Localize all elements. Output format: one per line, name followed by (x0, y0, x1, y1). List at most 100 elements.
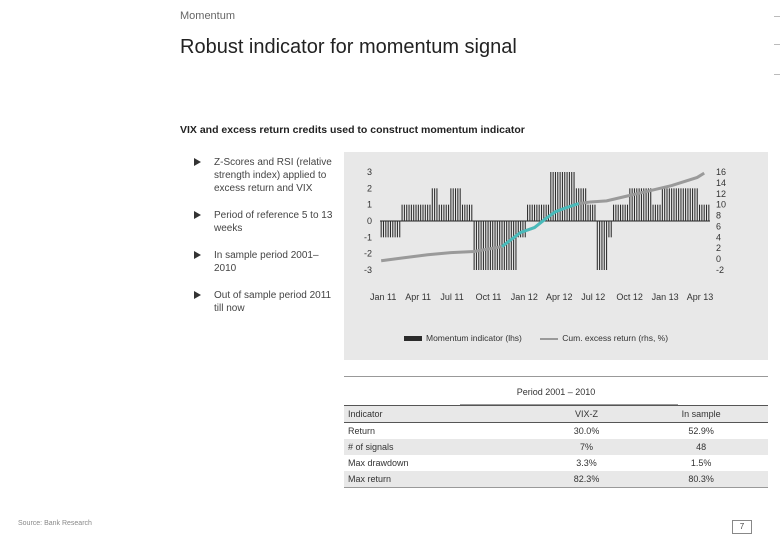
table-row: # of signals 7% 48 (344, 439, 768, 455)
momentum-bar (596, 221, 598, 270)
table-row: Max drawdown 3.3% 1.5% (344, 455, 768, 471)
momentum-bar (645, 188, 647, 221)
x-axis-tick-label: Jan 12 (511, 292, 538, 302)
legend-item-bars: Momentum indicator (lhs) (404, 333, 524, 343)
section-label: Momentum (180, 10, 236, 22)
momentum-bar (538, 204, 540, 221)
momentum-bar (494, 221, 496, 270)
table-cell: 30.0% (573, 426, 600, 436)
period-header-text: Period 2001 – 2010 (516, 387, 596, 397)
momentum-bar (631, 188, 633, 221)
bullet-item: Z-Scores and RSI (relative strength inde… (180, 156, 335, 195)
momentum-bar (478, 221, 480, 270)
momentum-bar (540, 204, 543, 221)
table-cell: 3.3% (576, 458, 597, 468)
bullet-text: Out of sample period 2011 till now (214, 290, 332, 314)
right-axis-tick-label: 2 (716, 243, 721, 253)
momentum-bar (543, 204, 545, 221)
momentum-bar (380, 221, 382, 238)
momentum-bar (573, 172, 575, 221)
momentum-bar (608, 221, 610, 238)
bullet-item: Out of sample period 2011 till now (180, 289, 335, 315)
momentum-bar (664, 188, 666, 221)
momentum-bar (455, 188, 457, 221)
table-cell: 7% (580, 442, 594, 452)
momentum-bar (561, 172, 563, 221)
momentum-bar (668, 188, 670, 221)
momentum-bar (689, 188, 691, 221)
momentum-bar (701, 204, 703, 221)
momentum-bar (673, 188, 675, 221)
stats-table-block: Period 2001 – 2010 Indicator VIX-Z In sa… (344, 376, 768, 488)
momentum-bar (545, 204, 547, 221)
bullet-text: Period of reference 5 to 13 weeks (214, 210, 333, 234)
momentum-bar (531, 204, 533, 221)
row-label: Max drawdown (348, 458, 409, 468)
momentum-bar (461, 204, 464, 221)
x-axis-tick-label: Apr 12 (546, 292, 573, 302)
bullet-item: Period of reference 5 to 13 weeks (180, 209, 335, 235)
momentum-bar (643, 188, 645, 221)
momentum-bar (450, 188, 452, 221)
right-axis-tick-label: -2 (716, 265, 724, 275)
momentum-bar (434, 188, 436, 221)
momentum-bar (640, 188, 642, 221)
legend-label-line: Cum. excess return (rhs, %) (562, 333, 669, 343)
momentum-bar (659, 204, 661, 221)
right-axis-tick-label: 16 (716, 167, 726, 177)
momentum-bar (571, 172, 573, 221)
momentum-bar (522, 221, 524, 238)
legend-swatch-line (540, 337, 559, 340)
momentum-bar (475, 221, 477, 270)
momentum-bar (613, 204, 615, 221)
momentum-bar (661, 188, 663, 221)
period-header: Period 2001 – 2010 (344, 377, 768, 405)
momentum-bar (468, 204, 470, 221)
row-label: # of signals (348, 442, 394, 452)
table-row: Return 30.0% 52.9% (344, 423, 768, 440)
momentum-bar (443, 204, 445, 221)
table-cell: 82.3% (538, 471, 635, 488)
momentum-bar (457, 188, 459, 221)
momentum-bar (585, 188, 587, 221)
momentum-bar (610, 221, 612, 238)
table-cell: 80.3% (634, 471, 768, 488)
momentum-bar (452, 188, 454, 221)
momentum-bar (687, 188, 689, 221)
momentum-bar (566, 172, 568, 221)
legend-swatch-bars (404, 336, 422, 342)
right-axis-tick-label: 10 (716, 200, 726, 210)
momentum-bar (587, 204, 589, 221)
bullet-list: Z-Scores and RSI (relative strength inde… (180, 156, 335, 329)
momentum-bar (424, 204, 426, 221)
momentum-bar (534, 204, 536, 221)
right-axis-tick-label: 8 (716, 211, 721, 221)
momentum-bar (615, 204, 617, 221)
momentum-bar (415, 204, 417, 221)
momentum-bar (554, 172, 556, 221)
momentum-bar (401, 204, 403, 221)
arrow-bullet-icon (194, 251, 201, 259)
momentum-bar (622, 204, 624, 221)
momentum-bar (508, 221, 510, 270)
x-axis-tick-label: Oct 12 (616, 292, 643, 302)
table-cell: 48 (696, 442, 707, 452)
momentum-bar (513, 221, 515, 270)
arrow-bullet-icon (194, 211, 201, 219)
momentum-bar (682, 188, 684, 221)
momentum-bar (464, 204, 466, 221)
momentum-bar (675, 188, 677, 221)
momentum-bar (601, 221, 603, 270)
cum-return-line-highlight (501, 202, 580, 248)
momentum-bar (510, 221, 512, 270)
momentum-bar (517, 221, 519, 238)
momentum-bar (392, 221, 394, 238)
momentum-bar (441, 204, 443, 221)
momentum-bar (387, 221, 389, 238)
momentum-bar (406, 204, 408, 221)
momentum-bar (568, 172, 570, 221)
momentum-bar (489, 221, 491, 270)
bullet-text: Z-Scores and RSI (relative strength inde… (214, 157, 332, 194)
momentum-bar (599, 221, 601, 270)
momentum-bar (650, 188, 652, 221)
